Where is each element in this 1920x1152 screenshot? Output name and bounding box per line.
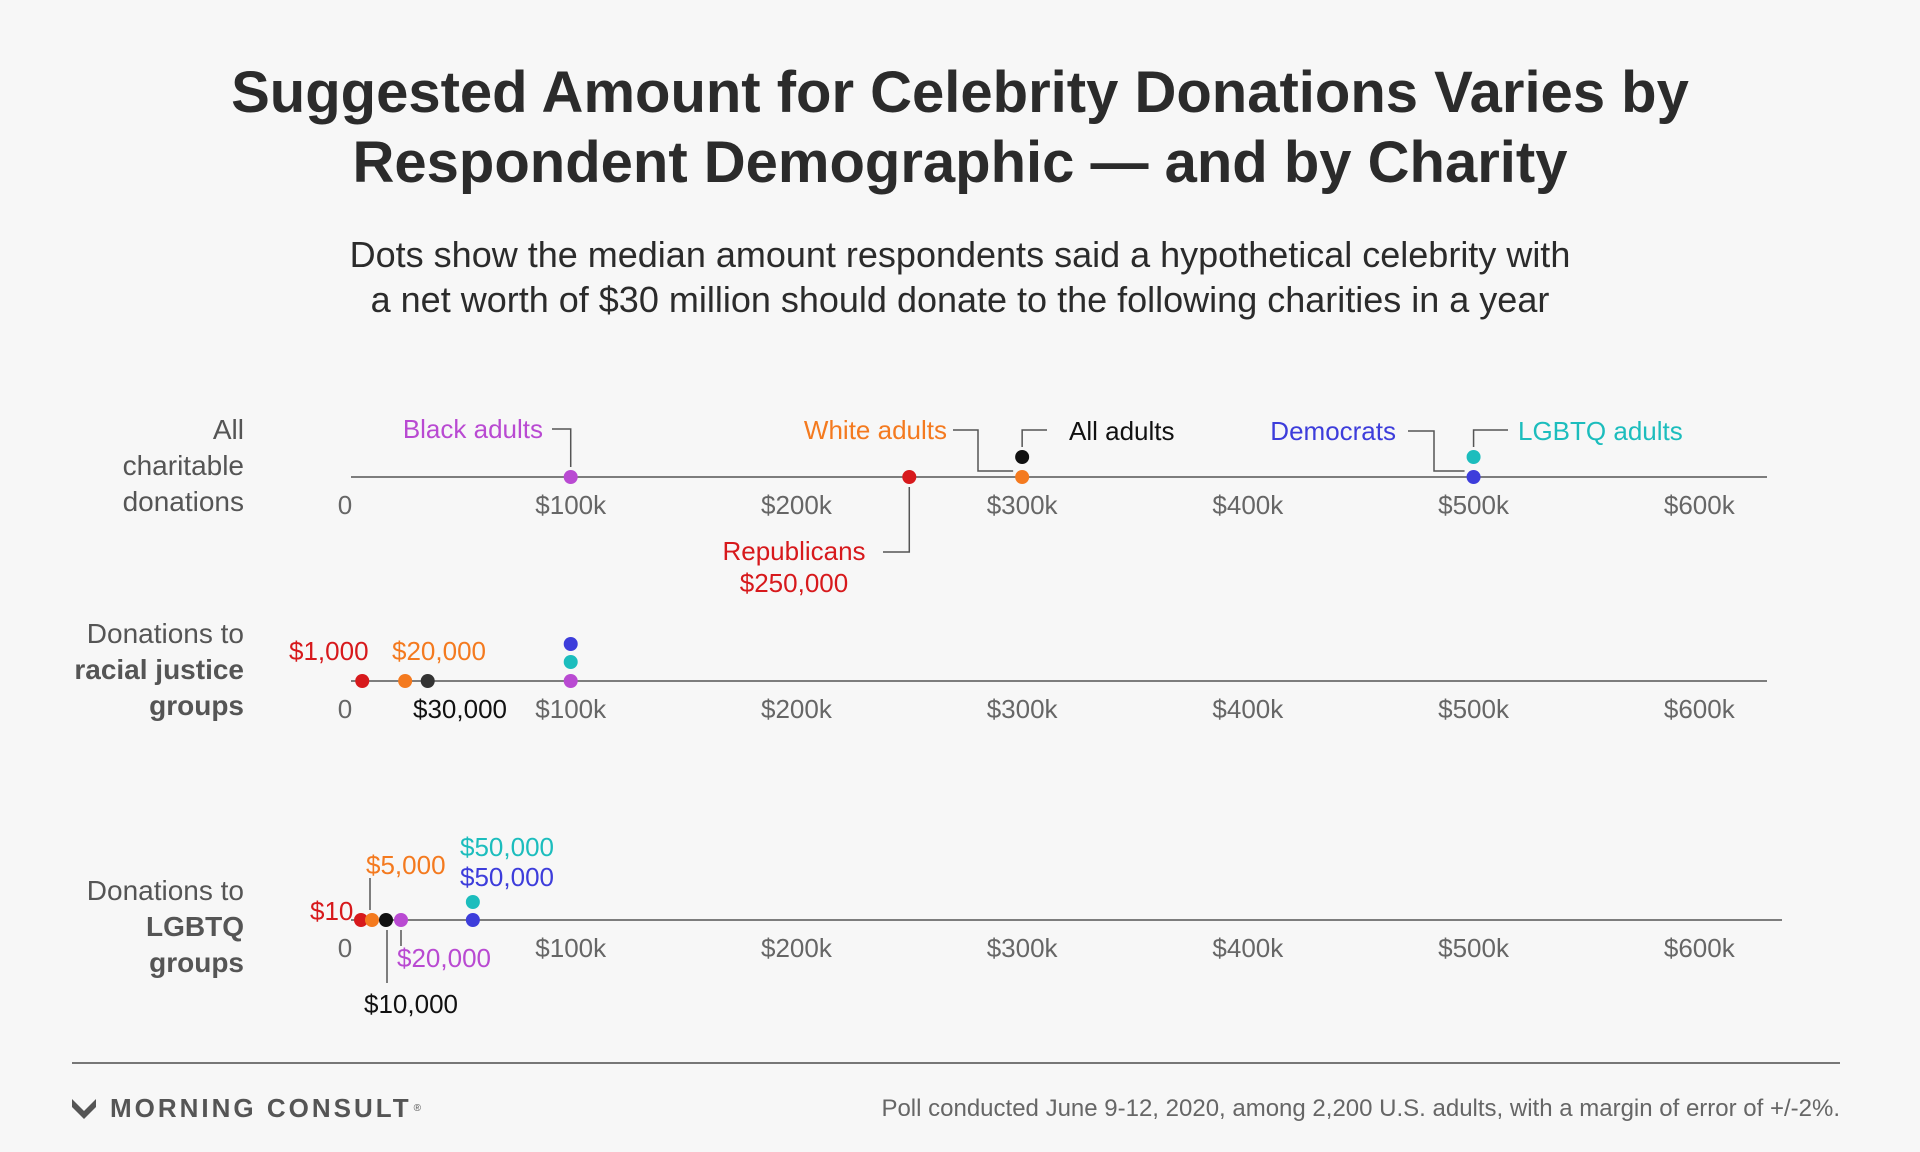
dot-lgbtq-adults [1466, 450, 1481, 464]
label-black-adults: Black adults [403, 414, 543, 444]
label-republicans-lg: $10 [310, 896, 353, 926]
x-tick-label-row-3: $200k [761, 933, 833, 963]
x-tick-label-row-1: $600k [1664, 490, 1736, 520]
x-tick-label-row-3: 0 [338, 933, 352, 963]
dot-democrats [1466, 470, 1481, 484]
x-tick-label-row-1: 0 [338, 490, 352, 520]
dot-all-adults [1015, 450, 1030, 464]
label-white-adults: White adults [804, 415, 947, 445]
dot-lgbtq-adults-lg [465, 895, 480, 909]
row-label-2: racial justice [74, 654, 244, 685]
x-tick-label-row-2: $400k [1212, 694, 1284, 724]
dot-black-adults-lg [394, 913, 408, 927]
x-tick-label-row-2: $600k [1664, 694, 1736, 724]
dot-republicans-rj [355, 674, 370, 688]
brand-name: MORNING CONSULT [110, 1093, 412, 1123]
x-tick-label-row-1: $200k [761, 490, 833, 520]
x-tick-label-row-2: 0 [338, 694, 352, 724]
dot-republicans [902, 470, 917, 484]
row-label-2: Donations to [87, 618, 244, 649]
x-tick-label-row-1: $300k [987, 490, 1059, 520]
leader-white-adults [953, 429, 1014, 472]
morning-consult-logo-icon [72, 1098, 96, 1119]
subtitle-line-2: a net worth of $30 million should donate… [370, 279, 1550, 320]
label-lgbtq-adults: LGBTQ adults [1518, 416, 1683, 446]
label-democrats: Democrats [1270, 416, 1396, 446]
x-tick-label-row-3: $300k [987, 933, 1059, 963]
label-white-adults-rj: $20,000 [392, 636, 486, 666]
x-tick-label-row-3: $400k [1212, 933, 1284, 963]
dot-democrats-rj [563, 637, 578, 651]
row-label-1: All [213, 414, 244, 445]
label-democrats-lg: $50,000 [460, 862, 554, 892]
x-tick-label-row-2: $500k [1438, 694, 1510, 724]
label-republicans: Republicans [722, 536, 865, 566]
dot-all-adults-rj [420, 674, 435, 688]
leader-all-adults [1021, 429, 1047, 447]
row-label-1: donations [123, 486, 244, 517]
x-tick-label-row-3: $600k [1664, 933, 1736, 963]
x-tick-label-row-3: $100k [535, 933, 607, 963]
dot-black-adults-rj [563, 674, 578, 688]
registered-mark: ® [413, 1103, 421, 1114]
morning-consult-logo: MORNING CONSULT ® [70, 1093, 421, 1124]
row-label-3: LGBTQ [146, 911, 244, 942]
label-all-adults-rj: $30,000 [413, 694, 507, 724]
x-tick-label-row-3: $500k [1438, 933, 1510, 963]
label-black-adults-lg: $20,000 [397, 943, 491, 973]
title-line-1: Suggested Amount for Celebrity Donations… [231, 60, 1689, 125]
subtitle-line-1: Dots show the median amount respondents … [349, 234, 1571, 275]
dot-all-adults-lg [379, 913, 393, 927]
row-label-3: groups [149, 947, 244, 978]
chart-title: Suggested Amount for Celebrity Donations… [0, 58, 1920, 198]
row-label-2: groups [149, 690, 244, 721]
x-tick-label-row-2: $200k [761, 694, 833, 724]
label-lgbtq-adults-lg: $50,000 [460, 832, 554, 862]
source-note: Poll conducted June 9-12, 2020, among 2,… [881, 1095, 1840, 1122]
x-tick-label-row-1: $500k [1438, 490, 1510, 520]
title-line-2: Respondent Demographic — and by Charity [352, 130, 1568, 195]
leader-republicans [883, 487, 911, 553]
label-all-adults: All adults [1069, 416, 1175, 446]
x-tick-label-row-2: $300k [987, 694, 1059, 724]
x-tick-label-row-1: $100k [535, 490, 607, 520]
x-tick-label-row-2: $100k [535, 694, 607, 724]
label-all-adults-lg: $10,000 [364, 989, 458, 1019]
label-republicans-rj: $1,000 [289, 636, 369, 666]
row-label-3: Donations to [87, 875, 244, 906]
dot-white-adults-lg [365, 913, 379, 927]
dot-white-adults-rj [398, 674, 413, 688]
label-white-adults-lg: $5,000 [366, 850, 446, 880]
leader-black-adults [552, 428, 572, 467]
label-republicans-value: $250,000 [740, 568, 848, 598]
x-tick-label-row-1: $400k [1212, 490, 1284, 520]
dot-democrats-lg [465, 913, 480, 927]
dot-black-adults [563, 470, 578, 484]
dot-white-adults [1015, 470, 1030, 484]
leader-lgbtq-adults [1472, 429, 1508, 447]
footer-divider [72, 1062, 1840, 1064]
dot-lgbtq-adults-rj [563, 655, 578, 669]
dot-republicans-lg [354, 913, 368, 927]
chart-subtitle: Dots show the median amount respondents … [0, 232, 1920, 322]
leader-democrats [1408, 430, 1465, 472]
row-label-1: charitable [123, 450, 244, 481]
